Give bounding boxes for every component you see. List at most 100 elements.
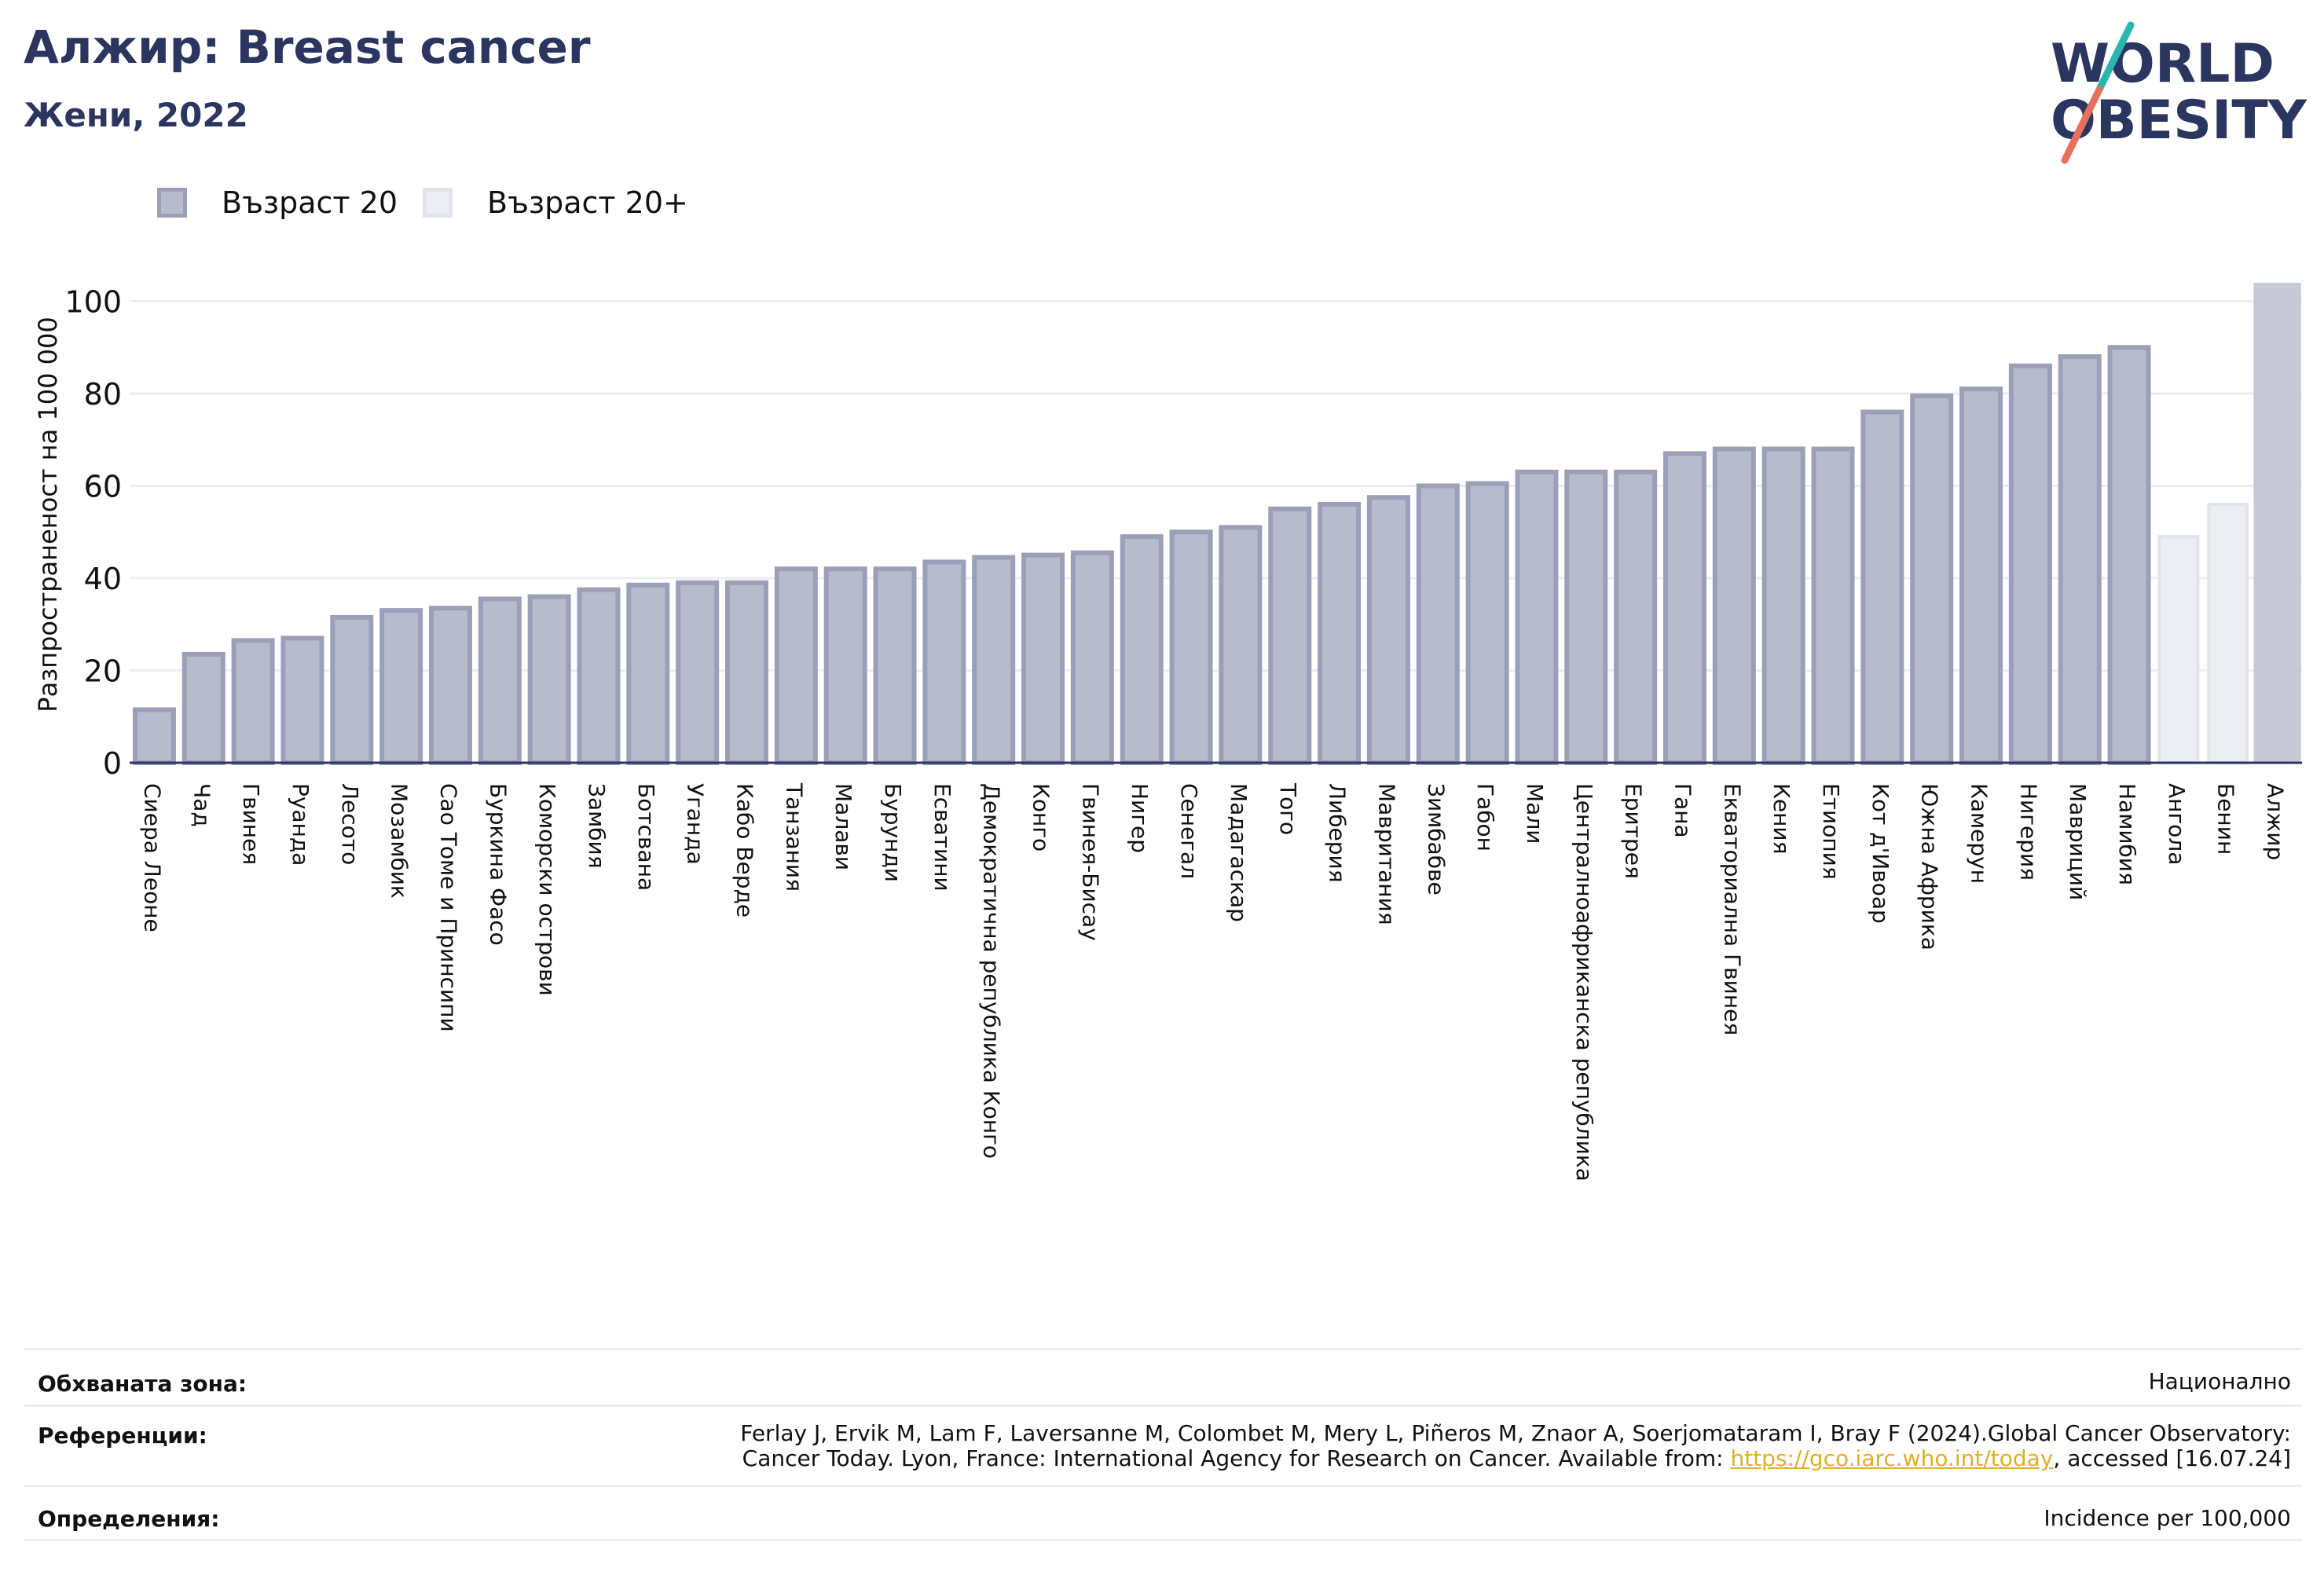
chart-title: Алжир: Breast cancer xyxy=(24,20,591,74)
bar-31 xyxy=(1614,469,1658,765)
x-tick-label: Зимбабве xyxy=(1423,783,1449,896)
bar-37 xyxy=(1910,393,1954,765)
x-tick-label: Кот д'Ивоар xyxy=(1868,783,1893,924)
meta-references-line2: Cancer Today. Lyon, France: Internationa… xyxy=(740,1446,2291,1471)
x-tick-label: Гвинея xyxy=(238,783,264,865)
logo-line1: WORLD xyxy=(2051,33,2275,95)
bar-15 xyxy=(823,566,867,765)
bar-5 xyxy=(330,614,374,765)
x-tick-label: Сао Томе и Принсипи xyxy=(435,783,461,1032)
legend-item-age-20[interactable]: Възраст 20 xyxy=(157,185,398,220)
bar-23 xyxy=(1219,525,1263,765)
y-tick-label: 20 xyxy=(84,654,122,689)
bar-33 xyxy=(1712,446,1756,765)
y-tick-label: 80 xyxy=(84,377,122,412)
bar-13 xyxy=(725,580,769,765)
meta-row-references: Референции: Ferlay J, Ervik M, Lam F, La… xyxy=(24,1405,2302,1485)
legend-swatch-age-20-plus xyxy=(423,188,453,218)
x-tick-label: Кабо Верде xyxy=(732,783,758,918)
meta-row-definitions: Определения: Incidence per 100,000 xyxy=(24,1485,2302,1541)
bar-1 xyxy=(132,707,176,765)
bar-10 xyxy=(577,587,621,765)
bar-19 xyxy=(1021,552,1065,765)
y-tick-label: 40 xyxy=(84,562,122,596)
x-tick-label: Сенегал xyxy=(1176,783,1202,879)
x-tick-label: Мозамбик xyxy=(387,783,412,899)
world-obesity-logo: WORLD OBESITY xyxy=(2051,21,2308,164)
logo-slash-coral xyxy=(2061,86,2103,164)
meta-definitions-value: Incidence per 100,000 xyxy=(2044,1505,2291,1531)
x-tick-label: Уганда xyxy=(683,783,709,865)
meta-references-line1: Ferlay J, Ervik M, Lam F, Laversanne M, … xyxy=(740,1420,2291,1446)
x-tick-label: Танзания xyxy=(781,782,807,892)
x-tick-label: Бенин xyxy=(2213,783,2239,855)
bar-3 xyxy=(231,638,275,765)
bar-41 xyxy=(2107,345,2151,765)
x-tick-label: Нигерия xyxy=(2015,783,2041,881)
x-tick-label: Етиопия xyxy=(1818,783,1844,880)
legend-label-age-20: Възраст 20 xyxy=(222,185,398,220)
x-tick-label: Габон xyxy=(1472,783,1498,852)
bar-12 xyxy=(676,580,720,765)
bar-27 xyxy=(1416,483,1460,765)
x-tick-label: Замбия xyxy=(584,783,610,869)
x-tick-label: Нигер xyxy=(1127,783,1153,853)
bar-14 xyxy=(774,566,818,765)
bar-20 xyxy=(1070,550,1114,765)
y-tick-label: 0 xyxy=(103,746,122,781)
bar-42 xyxy=(2157,535,2200,764)
bar-25 xyxy=(1318,502,1362,765)
bar-35 xyxy=(1811,446,1855,765)
bar-24 xyxy=(1268,506,1312,765)
bar-43 xyxy=(2207,503,2249,764)
x-tick-label: Централноафриканска република xyxy=(1571,783,1597,1181)
bar-34 xyxy=(1761,446,1805,765)
bar-6 xyxy=(379,608,423,765)
x-tick-label: Мадагаскар xyxy=(1226,783,1252,922)
meta-references-line2-text: Cancer Today. Lyon, France: Internationa… xyxy=(742,1445,1731,1471)
bar-9 xyxy=(527,594,571,765)
bar-2 xyxy=(181,651,225,765)
x-tick-label: Буркина Фасо xyxy=(485,783,511,946)
metadata-table: Обхваната зона: Национално Референции: F… xyxy=(24,1348,2302,1541)
x-tick-label: Гвинея-Бисау xyxy=(1077,783,1103,941)
bar-8 xyxy=(478,596,522,765)
x-tick-label: Сиера Леоне xyxy=(139,783,165,932)
x-tick-label: Гана xyxy=(1670,783,1695,838)
bar-4 xyxy=(280,635,324,765)
bar-18 xyxy=(972,555,1016,765)
bar-29 xyxy=(1515,469,1559,765)
meta-definitions-label: Определения: xyxy=(38,1506,220,1532)
legend-item-age-20-plus[interactable]: Възраст 20+ xyxy=(423,185,688,220)
bar-38 xyxy=(1959,386,2003,765)
meta-references-accessed: , accessed [16.07.24] xyxy=(2053,1445,2291,1471)
x-tick-label: Бурунди xyxy=(880,783,906,882)
bar-26 xyxy=(1366,495,1410,765)
bar-28 xyxy=(1465,481,1509,765)
x-tick-label: Того xyxy=(1275,782,1301,835)
meta-references-link[interactable]: https://gco.iarc.who.int/today xyxy=(1730,1445,2054,1471)
bar-7 xyxy=(428,606,472,765)
x-tick-label: Малави xyxy=(830,783,856,870)
meta-references-value: Ferlay J, Ervik M, Lam F, Laversanne M, … xyxy=(740,1421,2291,1471)
x-tick-label: Либерия xyxy=(1325,783,1351,883)
x-tick-label: Ангола xyxy=(2164,783,2190,865)
bar-11 xyxy=(626,582,670,765)
x-tick-label: Еритрея xyxy=(1621,783,1647,879)
bar-39 xyxy=(2008,363,2052,765)
x-tick-label: Руанда xyxy=(288,783,313,866)
x-tick-label: Лесото xyxy=(337,783,363,865)
x-tick-label: Коморски острови xyxy=(534,783,560,996)
y-tick-label: 100 xyxy=(64,285,122,320)
legend-label-age-20-plus: Възраст 20+ xyxy=(487,185,688,220)
x-tick-label: Конго xyxy=(1028,783,1054,852)
meta-row-area: Обхваната зона: Национално xyxy=(24,1348,2302,1405)
x-tick-label: Мавритания xyxy=(1373,783,1399,925)
x-tick-label: Южна Африка xyxy=(1917,783,1943,951)
bar-22 xyxy=(1169,529,1213,765)
y-axis-label: Разпространеност на 100 000 xyxy=(33,317,63,712)
x-tick-label: Демократична република Конго xyxy=(979,783,1005,1159)
bar-21 xyxy=(1120,534,1164,765)
bar-17 xyxy=(922,559,966,765)
